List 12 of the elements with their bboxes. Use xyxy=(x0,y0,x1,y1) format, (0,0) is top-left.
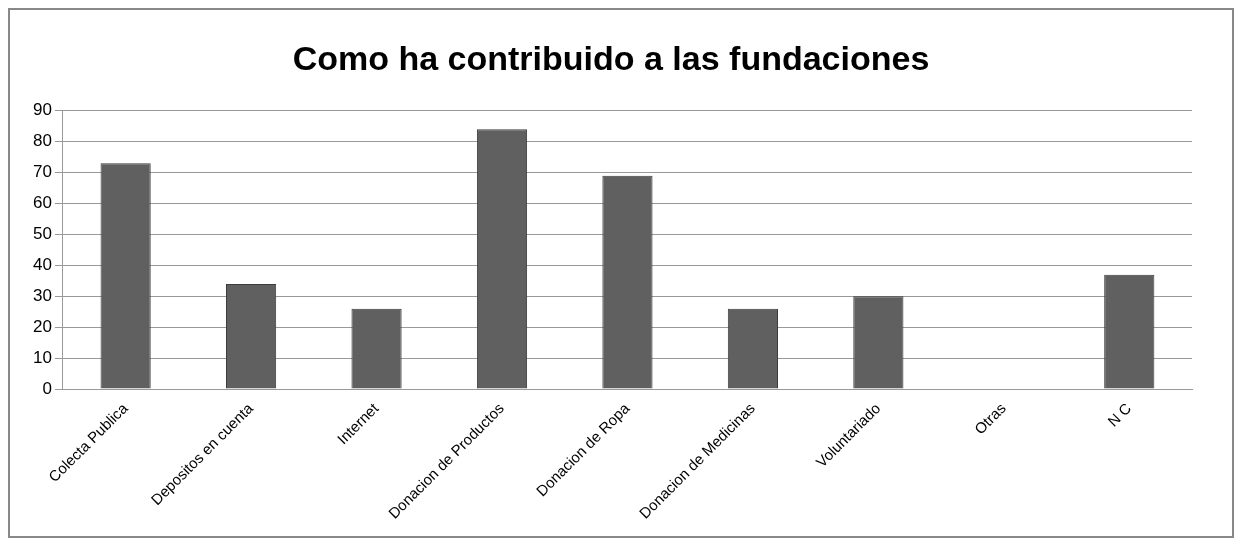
y-tick-label: 10 xyxy=(32,347,52,367)
y-tick-label: 50 xyxy=(32,224,52,244)
y-tick-label: 60 xyxy=(32,193,52,213)
y-tick-label: 90 xyxy=(32,100,52,120)
x-tick-label: N C xyxy=(1104,399,1135,430)
y-tick-label: 30 xyxy=(32,285,52,305)
y-tick-label: 40 xyxy=(32,255,52,275)
y-tick-label: 0 xyxy=(42,378,52,398)
y-tick-label: 20 xyxy=(32,316,52,336)
y-tick-label: 80 xyxy=(32,131,52,151)
chart-title: Como ha contribuido a las fundaciones xyxy=(292,38,930,77)
y-tick-label: 70 xyxy=(32,162,52,182)
